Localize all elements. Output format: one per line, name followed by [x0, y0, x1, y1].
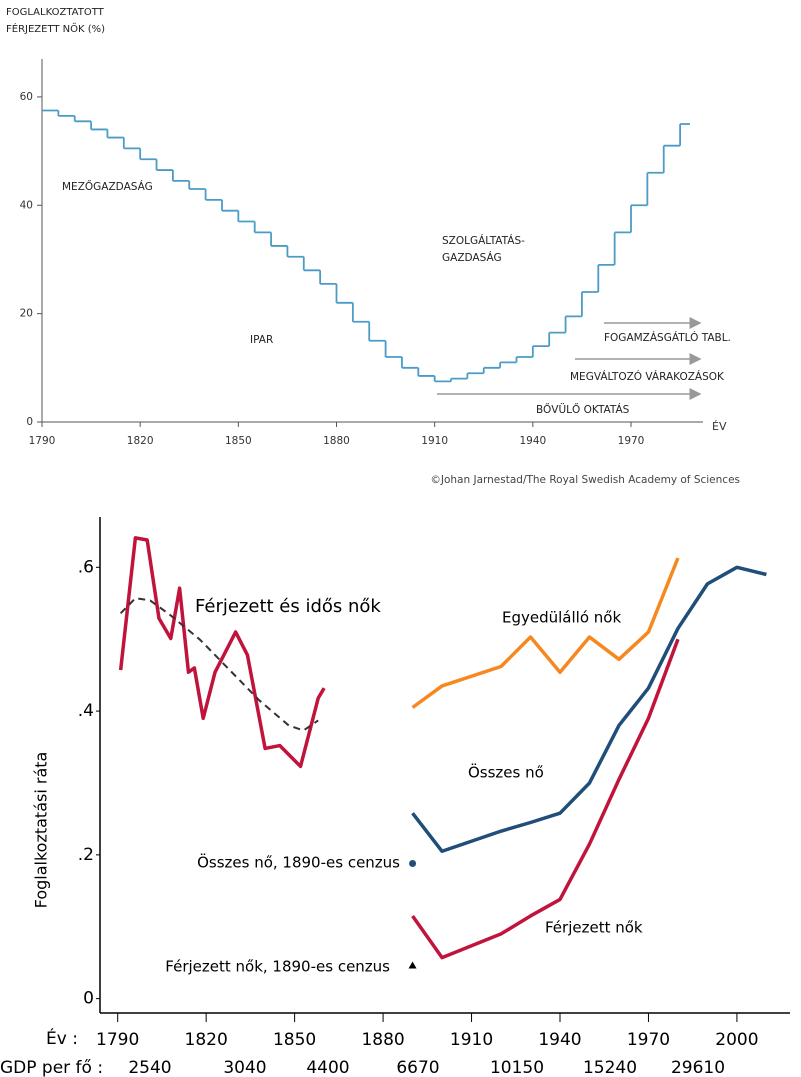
x-tick-label: 1970 — [618, 435, 645, 447]
series-label: Összes nő — [468, 763, 544, 782]
x-tick-label: 1790 — [96, 1030, 139, 1050]
y-tick-label: .2 — [78, 845, 94, 865]
x-tick-label: 1880 — [361, 1030, 404, 1050]
gdp-label: 10150 — [490, 1058, 544, 1077]
y-tick-label: .4 — [78, 701, 94, 721]
x-axis-title: Év : — [46, 1027, 78, 1049]
series-line — [411, 565, 767, 854]
annotation: MEZŐGAZDASÁG — [62, 179, 153, 193]
series-line — [118, 536, 326, 769]
x-tick-label: 1910 — [450, 1030, 493, 1050]
series-label: Férjezett nők — [545, 919, 643, 937]
census-point — [409, 859, 417, 867]
credit: ©Johan Jarnestad/The Royal Swedish Acade… — [430, 474, 740, 486]
y-axis-title: FÉRJEZETT NŐK (%) — [6, 21, 105, 35]
series-label: Férjezett és idős nők — [195, 596, 381, 617]
x-axis-title: ÉV — [712, 420, 727, 433]
y-tick-label: 40 — [20, 199, 33, 211]
census-point — [408, 961, 417, 969]
annotation: MEGVÁLTOZÓ VÁRAKOZÁSOK — [570, 370, 725, 383]
y-tick-label: 20 — [20, 308, 33, 320]
gdp-label: 6670 — [396, 1058, 439, 1077]
gdp-title: GDP per fő : — [0, 1058, 103, 1077]
y-tick-label: .6 — [78, 557, 94, 577]
annotation: FOGAMZÁSGÁTLÓ TABL. — [604, 331, 731, 344]
x-tick-label: 2000 — [715, 1030, 758, 1050]
x-tick-label: 1910 — [421, 435, 448, 447]
x-tick-label: 1940 — [519, 435, 546, 447]
x-tick-label: 1790 — [29, 435, 56, 447]
x-tick-label: 1850 — [273, 1030, 316, 1050]
x-tick-label: 1940 — [538, 1030, 581, 1050]
series-line — [411, 638, 680, 960]
annotation: GAZDASÁG — [442, 251, 502, 264]
x-tick-label: 1880 — [323, 435, 350, 447]
y-axis-title: FOGLALKOZTATOTT — [6, 7, 105, 18]
series-label: Egyedülálló nők — [502, 609, 621, 627]
gdp-label: 4400 — [306, 1058, 349, 1077]
x-tick-label: 1820 — [127, 435, 154, 447]
gdp-label: 15240 — [583, 1058, 637, 1077]
x-tick-label: 1820 — [185, 1030, 228, 1050]
y-axis-title: Foglalkoztatási ráta — [32, 752, 51, 909]
gdp-label: 3040 — [223, 1058, 266, 1077]
trend-line — [119, 597, 319, 732]
y-tick-label: 60 — [20, 91, 33, 103]
series-line — [411, 557, 680, 709]
annotation: SZOLGÁLTATÁS- — [442, 234, 525, 247]
series-label: Összes nő, 1890-es cenzus — [197, 853, 400, 872]
gdp-label: 2540 — [128, 1058, 171, 1077]
y-tick-label: 0 — [26, 416, 33, 428]
y-tick-label: 0 — [83, 989, 94, 1009]
gdp-label: 29610 — [671, 1058, 725, 1077]
annotation: IPAR — [250, 334, 273, 346]
x-tick-label: 1850 — [225, 435, 252, 447]
x-tick-label: 1970 — [627, 1030, 670, 1050]
annotation: BŐVÜLŐ OKTATÁS — [536, 402, 630, 416]
series-label: Férjezett nők, 1890-es cenzus — [165, 958, 390, 976]
